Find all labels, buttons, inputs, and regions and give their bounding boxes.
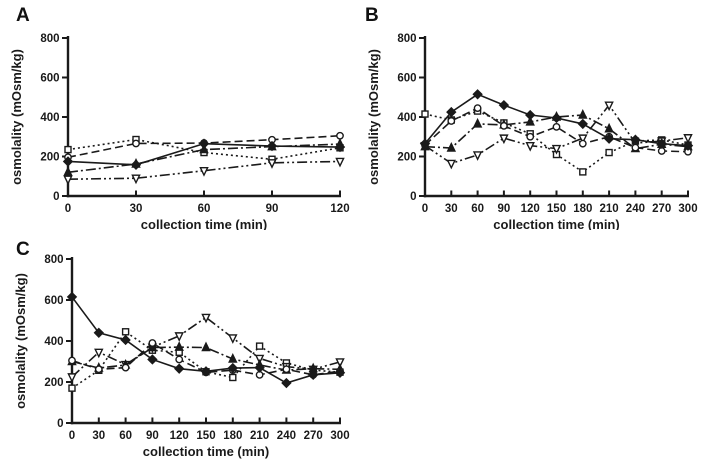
x-tick-label: 90	[498, 203, 511, 215]
x-tick-label: 120	[170, 430, 189, 442]
x-tick-label: 300	[678, 203, 697, 215]
x-tick-label: 240	[626, 203, 645, 215]
y-tick-label: 600	[397, 73, 416, 85]
axes: 0 200 400 600 800 0 30 60 90 120 150 180 210 240 270 30…	[44, 254, 349, 442]
y-tick-label: 600	[40, 73, 59, 85]
y-tick-label: 800	[40, 33, 59, 45]
x-tick-label: 60	[198, 203, 211, 215]
y-tick-label: 400	[40, 112, 59, 124]
y-tick-label: 0	[57, 418, 63, 430]
square-dotted-series	[68, 328, 344, 392]
triangle-down-series	[63, 157, 345, 186]
y-tick-label: 800	[44, 254, 63, 266]
x-axis-label: collection time (min)	[143, 444, 269, 459]
x-tick-label: 0	[65, 203, 71, 215]
chart-svg: 0 200 400 600 800 0 30 60 90 120 collection time (…	[9, 33, 350, 232]
panel-a: A 0 200 400 600 800 0 30 60 90 120 collection time…	[0, 0, 360, 232]
y-tick-label: 800	[397, 33, 416, 45]
x-tick-label: 270	[304, 430, 323, 442]
y-tick-label: 200	[44, 377, 63, 389]
x-tick-label: 300	[330, 430, 349, 442]
x-tick-label: 240	[277, 430, 296, 442]
x-tick-label: 150	[196, 430, 215, 442]
x-tick-label: 120	[330, 203, 349, 215]
x-axis-label: collection time (min)	[141, 217, 267, 230]
y-tick-label: 600	[44, 295, 63, 307]
diamond-solid-series	[419, 89, 694, 151]
x-tick-label: 120	[521, 203, 540, 215]
panel-b: B 0 200 400 600 800 0 30 60 90 120 150 180 210 240 270…	[360, 0, 708, 232]
panel-a-chart: 0 200 400 600 800 0 30 60 90 120 collection time (…	[0, 0, 360, 232]
x-tick-label: 270	[652, 203, 671, 215]
y-tick-label: 200	[40, 152, 59, 164]
x-tick-label: 30	[445, 203, 458, 215]
panel-c-letter: C	[16, 239, 30, 260]
axes: 0 200 400 600 800 0 30 60 90 120	[40, 33, 349, 215]
x-axis-label: collection time (min)	[493, 217, 619, 230]
x-tick-label: 210	[600, 203, 619, 215]
x-tick-label: 60	[119, 430, 132, 442]
x-tick-label: 90	[266, 203, 279, 215]
y-tick-label: 400	[397, 112, 416, 124]
axes: 0 200 400 600 800 0 30 60 90 120 150 180 210 240 270 30…	[397, 33, 697, 215]
panel-a-letter: A	[16, 5, 30, 26]
x-tick-label: 0	[69, 430, 75, 442]
x-tick-label: 150	[547, 203, 566, 215]
chart-svg: 0 200 400 600 800 0 30 60 90 120 150 180 210 240 270 30…	[366, 33, 698, 232]
y-axis-label: osmolality (mOsm/kg)	[13, 273, 28, 409]
x-tick-label: 30	[92, 430, 105, 442]
y-tick-label: 0	[53, 191, 59, 203]
x-tick-label: 90	[146, 430, 159, 442]
panel-b-chart: 0 200 400 600 800 0 30 60 90 120 150 180 210 240 270 30…	[360, 0, 708, 232]
diamond-solid-series	[66, 291, 346, 389]
x-tick-label: 0	[422, 203, 428, 215]
x-tick-label: 180	[573, 203, 592, 215]
panel-b-letter: B	[365, 5, 379, 26]
y-tick-label: 200	[397, 152, 416, 164]
x-tick-label: 180	[223, 430, 242, 442]
y-tick-label: 0	[410, 191, 416, 203]
x-tick-label: 60	[471, 203, 484, 215]
y-axis-label: osmolality (mOsm/kg)	[9, 49, 24, 185]
y-tick-label: 400	[44, 336, 63, 348]
panel-c-chart: 0 200 400 600 800 0 30 60 90 120 150 180 210 240 270 30…	[0, 230, 360, 468]
chart-svg: 0 200 400 600 800 0 30 60 90 120 150 180 210 240 270 30…	[13, 254, 350, 459]
x-tick-label: 30	[130, 203, 143, 215]
panel-c: C 0 200 400 600 800 0 30 60 90 120 150 180 210 240 270…	[0, 230, 360, 468]
diamond-solid-series	[62, 138, 346, 170]
x-tick-label: 210	[250, 430, 269, 442]
y-axis-label: osmolality (mOsm/kg)	[366, 49, 381, 185]
